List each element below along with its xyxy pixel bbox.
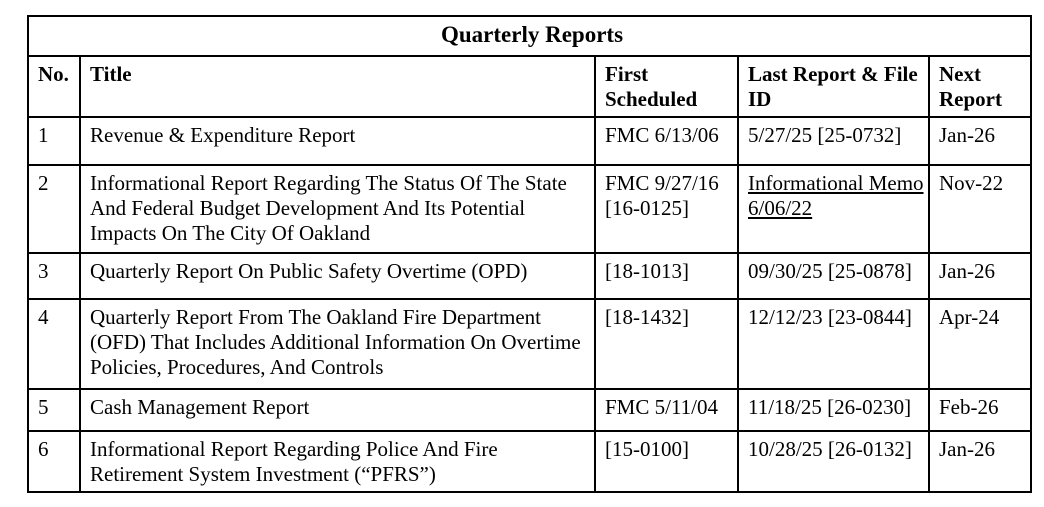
- row-number-cell: 1: [27, 116, 81, 166]
- next-report-cell: Jan-26: [927, 252, 1033, 300]
- title-cell: Cash Management Report: [79, 388, 596, 432]
- next-report-cell: Jan-26: [927, 430, 1033, 493]
- title-cell: Revenue & Expenditure Report: [79, 116, 596, 166]
- next-report-cell: Feb-26: [927, 388, 1033, 432]
- col-header-first-scheduled: First Scheduled: [594, 55, 739, 118]
- row-number-cell: 6: [27, 430, 81, 493]
- first-scheduled-cell: FMC 9/27/16 [16-0125]: [594, 164, 739, 254]
- next-report-cell: Jan-26: [927, 116, 1033, 166]
- last-report-cell: 09/30/25 [25-0878]: [737, 252, 930, 300]
- table-row: 2 Informational Report Regarding The Sta…: [27, 164, 1033, 254]
- title-cell: Informational Report Regarding Police An…: [79, 430, 596, 493]
- col-header-next-report: Next Report: [927, 55, 1033, 118]
- first-scheduled-cell: [18-1432]: [594, 298, 739, 390]
- table-title: Quarterly Reports: [26, 15, 1033, 57]
- title-cell: Quarterly Report On Public Safety Overti…: [79, 252, 596, 300]
- col-header-no: No.: [27, 55, 81, 118]
- table-header-row: No. Title First Scheduled Last Report & …: [27, 55, 1033, 118]
- last-report-cell: Informational Memo 6/06/22: [737, 164, 930, 254]
- row-number-cell: 3: [27, 252, 81, 300]
- last-report-cell: 10/28/25 [26-0132]: [737, 430, 930, 493]
- quarterly-reports-table: Quarterly Reports No. Title First Schedu…: [26, 15, 1033, 493]
- title-cell: Informational Report Regarding The Statu…: [79, 164, 596, 254]
- last-report-cell: 5/27/25 [25-0732]: [737, 116, 930, 166]
- informational-memo-link[interactable]: Informational Memo 6/06/22: [748, 171, 924, 220]
- table-row: 4 Quarterly Report From The Oakland Fire…: [27, 298, 1033, 390]
- col-header-last-report: Last Report & File ID: [737, 55, 930, 118]
- first-scheduled-cell: [15-0100]: [594, 430, 739, 493]
- row-number-cell: 2: [27, 164, 81, 254]
- table-row: 3 Quarterly Report On Public Safety Over…: [27, 252, 1033, 300]
- first-scheduled-cell: [18-1013]: [594, 252, 739, 300]
- col-header-title: Title: [79, 55, 596, 118]
- row-number-cell: 4: [27, 298, 81, 390]
- table-caption-row: Quarterly Reports: [26, 15, 1033, 57]
- table-row: 6 Informational Report Regarding Police …: [27, 430, 1033, 493]
- title-cell: Quarterly Report From The Oakland Fire D…: [79, 298, 596, 390]
- table-row: 5 Cash Management Report FMC 5/11/04 11/…: [27, 388, 1033, 432]
- next-report-cell: Nov-22: [927, 164, 1033, 254]
- last-report-cell: 12/12/23 [23-0844]: [737, 298, 930, 390]
- table-row: 1 Revenue & Expenditure Report FMC 6/13/…: [27, 116, 1033, 166]
- next-report-cell: Apr-24: [927, 298, 1033, 390]
- first-scheduled-cell: FMC 6/13/06: [594, 116, 739, 166]
- first-scheduled-cell: FMC 5/11/04: [594, 388, 739, 432]
- last-report-cell: 11/18/25 [26-0230]: [737, 388, 930, 432]
- row-number-cell: 5: [27, 388, 81, 432]
